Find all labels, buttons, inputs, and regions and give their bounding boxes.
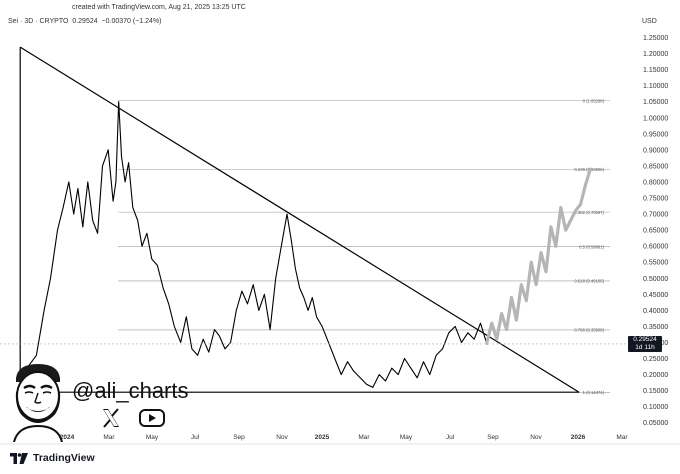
- y-tick-label: 0.85000: [643, 163, 668, 170]
- x-tick-label: Sep: [233, 434, 245, 441]
- y-tick-label: 1.25000: [643, 35, 668, 42]
- y-tick-label: 1.15000: [643, 67, 668, 74]
- y-tick-label: 1.10000: [643, 83, 668, 90]
- x-tick-label: May: [146, 434, 159, 441]
- projection-line: [485, 167, 592, 344]
- x-tick-label: 2024: [60, 434, 75, 441]
- symbol-name: Sei · 3D · CRYPTO: [8, 18, 69, 25]
- x-icon[interactable]: [100, 407, 122, 429]
- tradingview-logo[interactable]: TradingView: [10, 452, 95, 464]
- y-tick-label: 0.55000: [643, 260, 668, 267]
- y-tick-label: 0.90000: [643, 147, 668, 154]
- last-price-value: 0.29524: [633, 335, 657, 343]
- avatar: [13, 364, 63, 442]
- fib-level-label: 0.5 (0.59861): [579, 244, 605, 249]
- x-tick-label: Nov: [276, 434, 288, 441]
- y-tick-label: 0.95000: [643, 131, 668, 138]
- price-line: [19, 101, 488, 388]
- author-handle: @ali_charts: [72, 378, 189, 403]
- x-tick-label: Sep: [487, 434, 499, 441]
- y-tick-label: 0.10000: [643, 404, 668, 411]
- x-tick-label: Mar: [103, 434, 115, 441]
- symbol-change: −0.00370 (−1.24%): [101, 18, 162, 25]
- x-tick-label: May: [400, 434, 413, 441]
- y-tick-label: 0.35000: [643, 324, 668, 331]
- currency-label: USD: [642, 18, 657, 25]
- x-tick-label: Jul: [191, 434, 200, 441]
- youtube-icon[interactable]: [138, 407, 166, 429]
- fib-level-label: 0.786 (0.33906): [574, 328, 604, 333]
- triangle-trendline: [19, 46, 580, 393]
- y-tick-label: 0.80000: [643, 179, 668, 186]
- created-label: created with TradingView.com, Aug 21, 20…: [72, 4, 246, 11]
- fib-level-label: 0.382 (0.70597): [574, 210, 604, 215]
- fib-level-label: 0.618 (0.49165): [574, 279, 604, 284]
- y-tick-label: 0.05000: [643, 420, 668, 427]
- y-tick-label: 0.75000: [643, 196, 668, 203]
- fib-level-label: 0 (1.05298): [583, 99, 605, 104]
- y-tick-label: 0.60000: [643, 244, 668, 251]
- symbol-header: Sei · 3D · CRYPTO 0.29524 −0.00370 (−1.2…: [8, 18, 161, 25]
- y-tick-label: 0.20000: [643, 372, 668, 379]
- y-tick-label: 1.05000: [643, 99, 668, 106]
- x-tick-label: Jul: [446, 434, 455, 441]
- x-tick-label: 2025: [315, 434, 330, 441]
- tradingview-wordmark: TradingView: [33, 452, 95, 464]
- y-tick-label: 1.20000: [643, 51, 668, 58]
- y-tick-label: 1.00000: [643, 115, 668, 122]
- last-price-tag: 0.29524 1d 11h: [628, 335, 662, 352]
- bar-countdown: 1d 11h: [635, 343, 655, 351]
- y-tick-label: 0.25000: [643, 356, 668, 363]
- y-tick-label: 0.40000: [643, 308, 668, 315]
- y-tick-label: 0.70000: [643, 212, 668, 219]
- y-tick-label: 0.15000: [643, 388, 668, 395]
- y-tick-label: 0.45000: [643, 292, 668, 299]
- x-tick-label: 2026: [571, 434, 586, 441]
- symbol-price: 0.29524: [72, 18, 98, 25]
- tradingview-logo-icon: [10, 452, 28, 464]
- x-tick-label: Mar: [358, 434, 370, 441]
- y-tick-label: 0.50000: [643, 276, 668, 283]
- y-tick-label: 0.65000: [643, 228, 668, 235]
- x-tick-label: Mar: [616, 434, 628, 441]
- fib-level-label: 1 (0.14474): [583, 390, 605, 395]
- x-tick-label: Nov: [530, 434, 542, 441]
